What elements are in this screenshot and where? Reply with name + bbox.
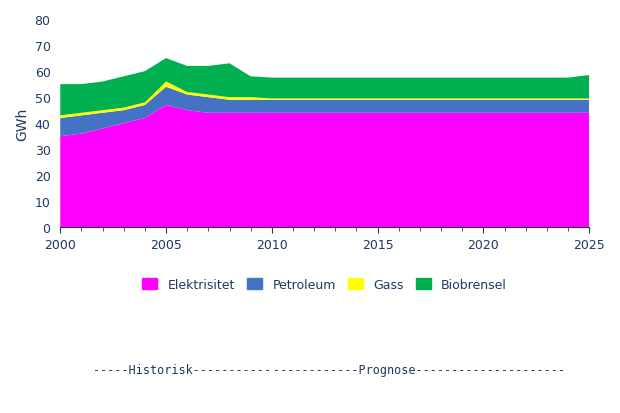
Y-axis label: GWh: GWh — [15, 107, 29, 140]
Text: ------------Prognose---------------------: ------------Prognose--------------------… — [273, 363, 565, 376]
Text: -----Historisk-----------: -----Historisk----------- — [93, 363, 271, 376]
Legend: Elektrisitet, Petroleum, Gass, Biobrensel: Elektrisitet, Petroleum, Gass, Biobrense… — [138, 273, 512, 297]
